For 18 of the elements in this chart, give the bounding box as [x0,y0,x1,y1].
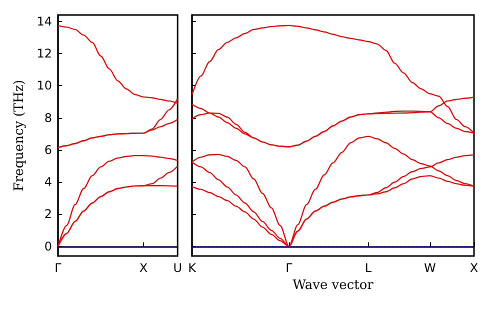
y-axis-title: Frequency (THz) [12,80,27,192]
y-tick-label: 0 [44,239,52,254]
x-tick-label: Γ [286,261,293,275]
x-tick-label: Γ [54,261,62,275]
x-tick-label: X [139,261,148,275]
y-tick-label: 12 [36,46,52,61]
y-tick-label: 10 [36,78,52,93]
y-tick-label: 4 [44,175,52,190]
x-tick-label: U [173,261,182,275]
y-tick-label: 6 [44,142,52,157]
y-tick-label: 8 [44,110,52,125]
y-tick-label: 14 [36,14,52,28]
y-tick-label: 2 [44,207,52,222]
x-axis-title: Wave vector [292,278,374,293]
x-tick-label: L [364,261,372,275]
x-tick-label: X [470,261,478,275]
x-tick-label: K [188,261,198,275]
x-tick-label: W [424,261,436,275]
